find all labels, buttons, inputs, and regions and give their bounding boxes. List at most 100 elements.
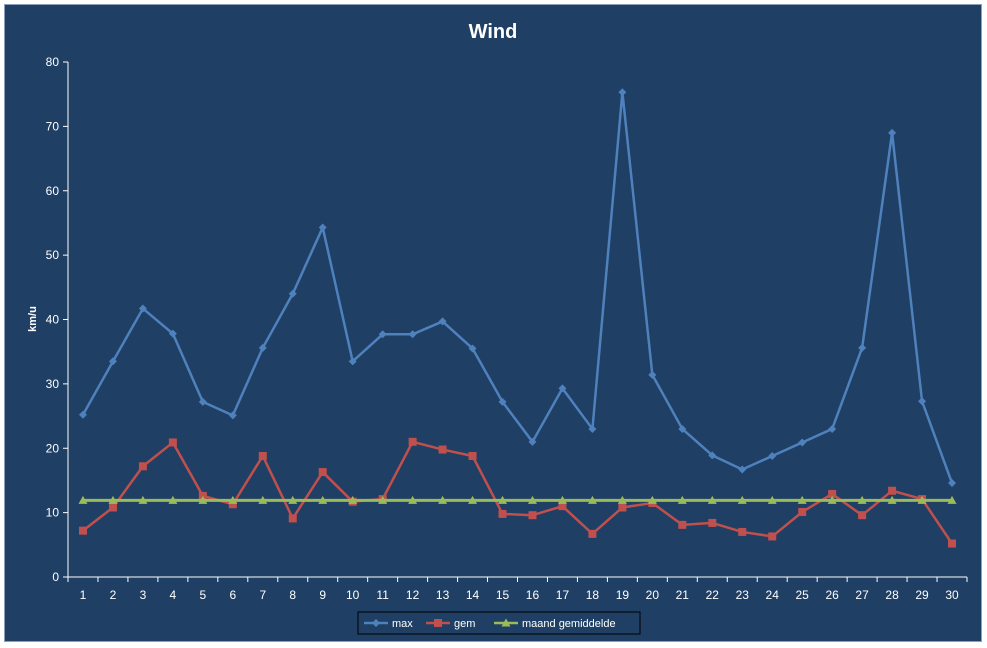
data-point-maand-gemiddelde xyxy=(258,495,268,504)
x-tick-label: 1 xyxy=(80,588,87,602)
data-point-gem xyxy=(258,451,267,460)
chart-title: Wind xyxy=(469,21,518,43)
data-point-maand-gemiddelde xyxy=(378,495,388,504)
x-tick-label: 22 xyxy=(706,588,720,602)
x-tick-label: 14 xyxy=(466,588,480,602)
data-point-maand-gemiddelde xyxy=(438,495,448,504)
data-point-max xyxy=(738,465,747,474)
data-point-max xyxy=(528,437,537,446)
x-tick-label: 27 xyxy=(855,588,869,602)
series-layer xyxy=(78,88,957,548)
data-point-gem xyxy=(948,539,957,548)
x-tick-label: 23 xyxy=(736,588,750,602)
data-point-max xyxy=(408,330,417,339)
data-point-max xyxy=(258,343,267,352)
data-point-max xyxy=(648,370,657,379)
legend-label-max: max xyxy=(392,618,413,630)
x-tick-label: 5 xyxy=(200,588,207,602)
data-point-gem xyxy=(498,509,507,518)
series-line-gem xyxy=(82,440,954,545)
data-point-max xyxy=(708,451,717,460)
x-tick-label: 15 xyxy=(496,588,510,602)
data-point-maand-gemiddelde xyxy=(228,495,238,504)
data-point-gem xyxy=(798,507,807,516)
data-point-gem xyxy=(138,462,147,471)
x-tick-label: 3 xyxy=(140,588,147,602)
x-axis-ticks: 1 2 3 4 5 6 7 8 9 10 11 12 13 14 15 16 17 18 19 20 21 22 23 24 2… xyxy=(67,577,968,602)
data-point-gem xyxy=(288,514,297,523)
data-point-gem xyxy=(318,468,327,477)
y-tick-label: 30 xyxy=(46,377,60,391)
data-point-maand-gemiddelde xyxy=(318,495,328,504)
x-tick-label: 12 xyxy=(406,588,420,602)
x-tick-label: 21 xyxy=(676,588,690,602)
data-point-maand-gemiddelde xyxy=(617,495,627,504)
data-point-max xyxy=(198,397,207,406)
data-point-maand-gemiddelde xyxy=(348,495,358,504)
data-point-maand-gemiddelde xyxy=(198,495,208,504)
data-point-maand-gemiddelde xyxy=(527,495,537,504)
data-point-max xyxy=(798,438,807,447)
x-tick-label: 29 xyxy=(915,588,929,602)
chart-area xyxy=(4,4,982,642)
data-point-gem xyxy=(408,437,417,446)
y-tick-label: 20 xyxy=(46,441,60,455)
x-tick-label: 16 xyxy=(526,588,540,602)
data-point-max xyxy=(828,424,837,433)
y-tick-label: 50 xyxy=(46,248,60,262)
data-point-maand-gemiddelde xyxy=(647,495,657,504)
data-point-gem xyxy=(708,518,717,527)
y-tick-label: 60 xyxy=(46,184,60,198)
y-tick-label: 0 xyxy=(52,570,59,584)
data-point-max xyxy=(228,411,237,420)
data-point-gem xyxy=(528,511,537,520)
x-tick-label: 8 xyxy=(289,588,296,602)
data-point-max xyxy=(558,384,567,393)
data-point-max xyxy=(618,88,627,97)
data-point-maand-gemiddelde xyxy=(468,495,478,504)
data-point-maand-gemiddelde xyxy=(108,495,118,504)
data-point-gem xyxy=(468,451,477,460)
x-tick-label: 7 xyxy=(259,588,266,602)
data-point-maand-gemiddelde xyxy=(947,495,957,504)
data-point-gem xyxy=(168,438,177,447)
data-point-gem xyxy=(678,520,687,529)
x-tick-label: 6 xyxy=(229,588,236,602)
data-point-maand-gemiddelde xyxy=(288,495,298,504)
data-point-maand-gemiddelde xyxy=(498,495,508,504)
x-tick-label: 30 xyxy=(945,588,959,602)
data-point-max xyxy=(138,304,147,313)
x-tick-label: 17 xyxy=(556,588,570,602)
x-tick-label: 9 xyxy=(319,588,326,602)
data-point-maand-gemiddelde xyxy=(737,495,747,504)
y-axis-label: km/u xyxy=(27,306,39,332)
legend-item-maand-gemiddelde: maand gemiddelde xyxy=(494,618,616,630)
data-point-max xyxy=(948,479,957,488)
legend: max gem maand gemiddelde xyxy=(357,611,641,635)
data-point-max xyxy=(78,410,87,419)
data-point-maand-gemiddelde xyxy=(767,495,777,504)
data-point-max xyxy=(168,329,177,338)
data-point-maand-gemiddelde xyxy=(797,495,807,504)
data-point-maand-gemiddelde xyxy=(587,495,597,504)
x-tick-label: 28 xyxy=(885,588,899,602)
x-tick-label: 19 xyxy=(616,588,630,602)
y-axis-ticks: 0 10 20 30 40 50 60 70 80 xyxy=(46,55,68,584)
x-tick-label: 20 xyxy=(646,588,660,602)
data-point-max xyxy=(318,223,327,232)
data-point-gem xyxy=(558,502,567,511)
y-tick-label: 70 xyxy=(46,119,60,133)
data-point-gem xyxy=(198,491,207,500)
y-tick-label: 10 xyxy=(46,506,60,520)
data-point-gem xyxy=(588,529,597,538)
series-gem xyxy=(78,437,957,548)
x-tick-label: 25 xyxy=(796,588,810,602)
legend-label-maand-gemiddelde: maand gemiddelde xyxy=(522,618,616,630)
data-point-gem xyxy=(768,532,777,541)
data-point-maand-gemiddelde xyxy=(917,495,927,504)
data-point-maand-gemiddelde xyxy=(557,495,567,504)
data-point-gem xyxy=(228,500,237,509)
data-point-max xyxy=(888,128,897,137)
data-point-maand-gemiddelde xyxy=(857,495,867,504)
data-point-maand-gemiddelde xyxy=(677,495,687,504)
